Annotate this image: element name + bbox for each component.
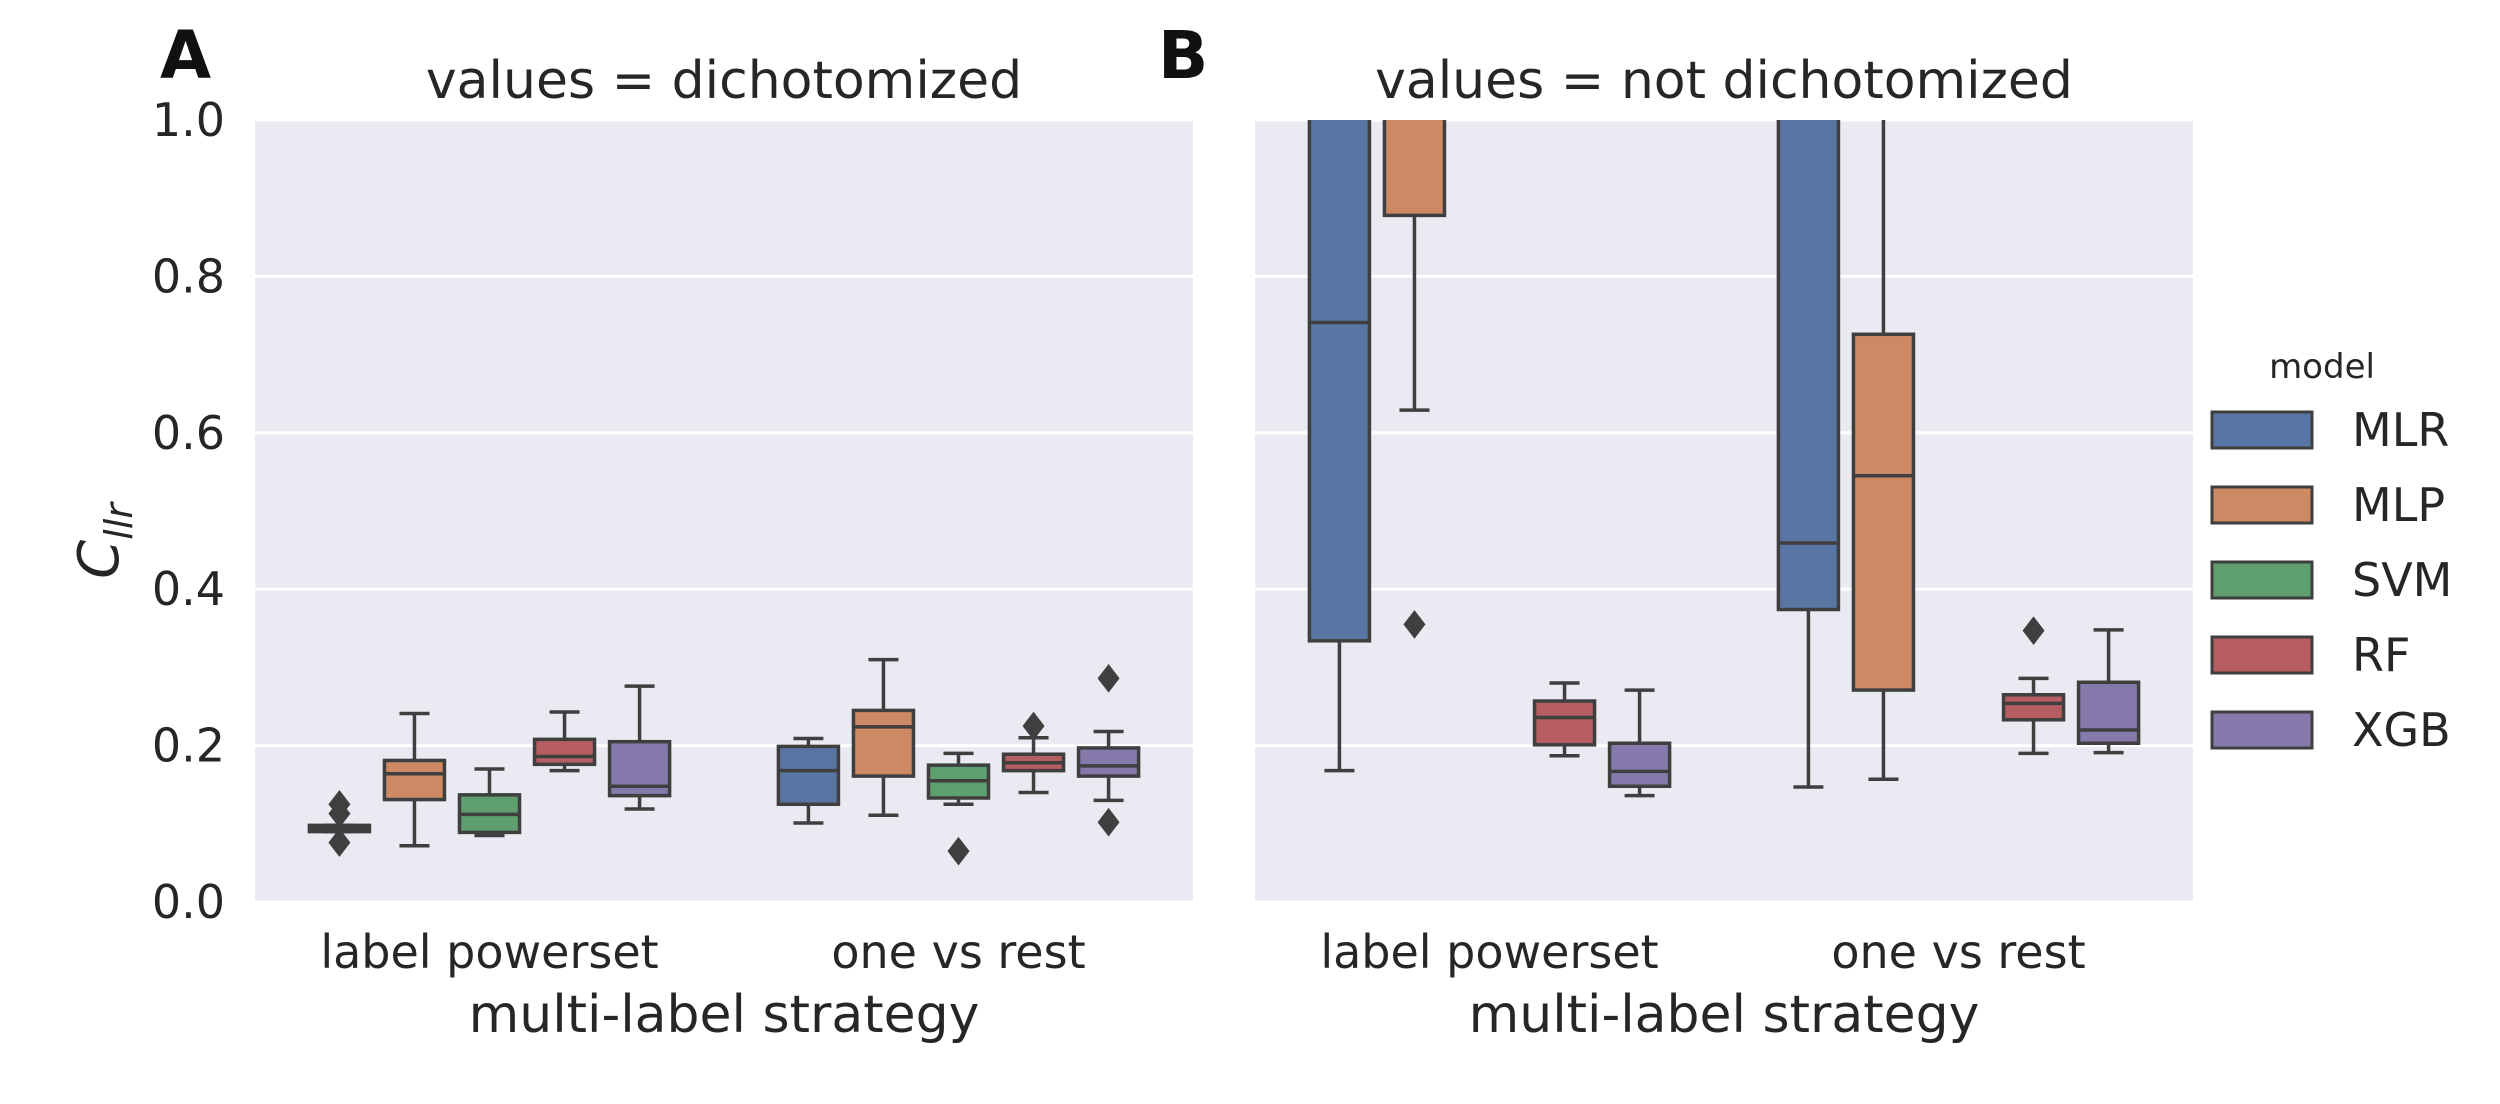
y-tick-label: 1.0 [152, 93, 225, 147]
box-mlr [776, 744, 841, 807]
boxes-group [1307, 120, 2141, 798]
outlier-point [1097, 664, 1120, 693]
box-mlp [382, 758, 447, 802]
legend-title: model [2269, 347, 2375, 387]
legend-label-rf: RF [2352, 628, 2410, 682]
box-mlp [1851, 332, 1916, 692]
box-mlr [1776, 120, 1841, 612]
box-xgb [2076, 680, 2141, 746]
legend-label-xgb: XGB [2352, 703, 2451, 757]
x-tick-label: label powerset [1320, 925, 1658, 979]
box-rf [532, 737, 597, 767]
y-tick-label: 0.2 [152, 719, 225, 773]
x-tick-label: one vs rest [831, 925, 1085, 979]
legend-label-mlp: MLP [2352, 478, 2445, 532]
outlier-point [1022, 711, 1045, 741]
plot-background [1255, 120, 2193, 902]
outlier-point [1097, 807, 1120, 837]
legend-swatch-mlp [2210, 485, 2314, 525]
x-tick-label: one vs rest [1831, 925, 2085, 979]
x-axis-label: multi-label strategy [1469, 985, 1980, 1045]
legend-swatch-xgb [2210, 710, 2314, 750]
outlier-point [947, 836, 970, 866]
box-xgb [1607, 741, 1672, 789]
box-mlp [1382, 120, 1447, 218]
outlier-point [328, 828, 351, 857]
legend-label-svm: SVM [2352, 553, 2452, 607]
y-tick-label: 0.8 [152, 249, 225, 303]
y-axis-label-main: C [67, 540, 132, 579]
y-axis-label-subscript: llr [97, 501, 141, 540]
boxes-group [307, 657, 1141, 866]
box-rf [1532, 699, 1597, 747]
y-axis-label: Cllr [67, 501, 141, 579]
legend-swatch-rf [2210, 635, 2314, 675]
box-rf [2001, 693, 2066, 722]
legend-swatch-mlr [2210, 410, 2314, 450]
outlier-point [1403, 610, 1426, 639]
legend-label-mlr: MLR [2352, 403, 2449, 457]
outlier-point [2022, 616, 2045, 645]
panel-title: values = dichotomized [426, 51, 1022, 111]
box-xgb [1076, 746, 1141, 778]
y-tick-label: 0.0 [152, 875, 225, 929]
y-tick-label: 0.6 [152, 406, 225, 460]
box-mlr [1307, 120, 1372, 643]
x-axis-label: multi-label strategy [469, 985, 980, 1045]
outlier-point [328, 789, 351, 819]
panel-letter: B [1158, 17, 1208, 94]
panel-title: values = not dichotomized [1375, 51, 2073, 111]
box-mlp [851, 708, 916, 778]
legend-swatch-svm [2210, 560, 2314, 600]
x-tick-label: label powerset [320, 925, 658, 979]
y-tick-label: 0.4 [152, 562, 225, 616]
panel-letter: A [160, 17, 211, 94]
